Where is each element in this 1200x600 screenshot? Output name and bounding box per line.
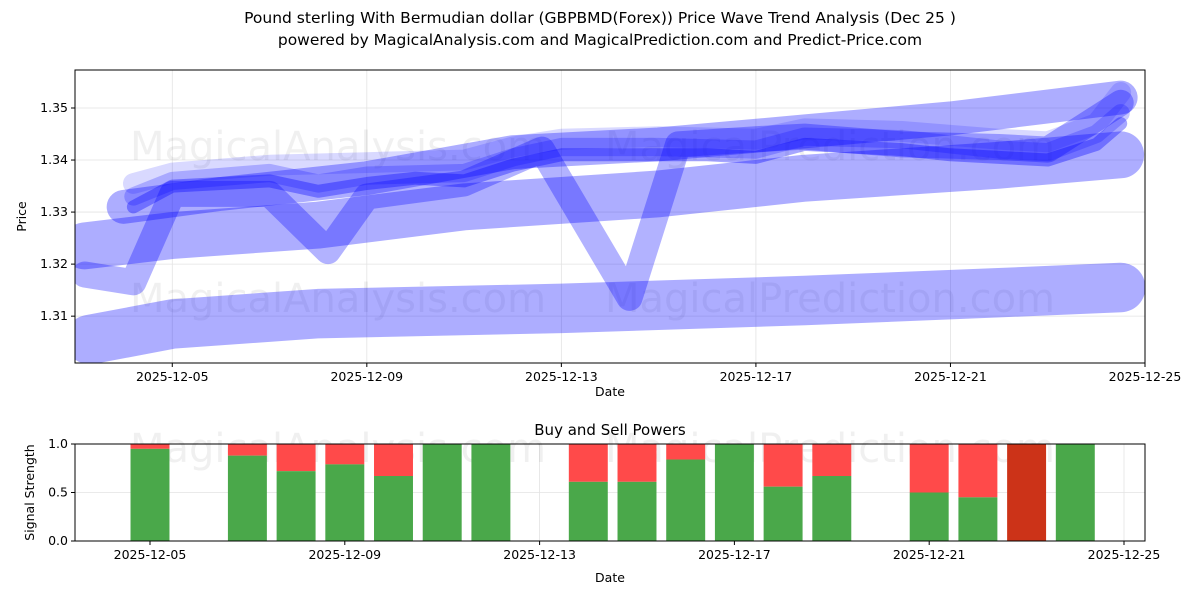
wave-wave-mid xyxy=(75,131,1145,270)
buy-power-bar xyxy=(1055,444,1095,541)
sell-power-bar xyxy=(568,444,608,482)
buy-power-bar xyxy=(958,497,998,541)
y-tick-label: 1.33 xyxy=(40,204,68,219)
strong-sell-bar xyxy=(1007,444,1047,541)
sell-power-bar xyxy=(666,444,706,460)
y-tick-label: 1.31 xyxy=(40,308,68,323)
sell-power-bar xyxy=(227,444,267,456)
sell-power-bar xyxy=(958,444,998,498)
buy-power-bar xyxy=(909,492,949,541)
wave-wave-core-2 xyxy=(124,104,1130,206)
x-tick-label: 2025-12-05 xyxy=(114,547,187,562)
buy-power-bar xyxy=(422,444,462,541)
plot-frame xyxy=(74,443,1146,542)
wave-series-group xyxy=(75,80,1145,363)
wave-wave-core-3 xyxy=(122,81,1132,194)
buy-power-bar xyxy=(763,486,803,541)
chart-title: Pound sterling With Bermudian dollar (GB… xyxy=(244,9,956,27)
x-tick-label: 2025-12-25 xyxy=(1088,547,1161,562)
wave-wave-high xyxy=(106,80,1138,224)
x-tick-label: 2025-12-17 xyxy=(698,547,771,562)
sell-power-bar xyxy=(909,444,949,493)
y-tick-label: 1.0 xyxy=(48,436,68,451)
y-tick-label: 0.0 xyxy=(48,533,68,548)
sell-power-bar xyxy=(325,444,365,465)
buy-power-bar xyxy=(666,459,706,541)
price-wave-chart: 2025-12-05 2025-12-09 2025-12-13 2025-12-17… xyxy=(14,69,1182,399)
x-tick-label: 2025-12-05 xyxy=(136,369,209,384)
buy-power-bar xyxy=(812,476,852,541)
watermark: MagicalPrediction.com xyxy=(605,276,1055,322)
buy-power-bar xyxy=(374,476,413,541)
x-tick-label: 2025-12-21 xyxy=(914,369,987,384)
x-tick-label: 2025-12-09 xyxy=(308,547,381,562)
watermark: MagicalAnalysis.com xyxy=(130,124,546,170)
y-axis-label: Price xyxy=(14,201,29,232)
y-tick-label: 1.32 xyxy=(40,256,68,271)
wave-wave-dip xyxy=(75,89,1134,311)
buy-power-bar xyxy=(227,455,267,541)
x-tick-label: 2025-12-17 xyxy=(720,369,793,384)
watermark: MagicalPrediction.com xyxy=(605,124,1055,170)
sell-power-bar xyxy=(130,444,170,449)
buy-sell-chart: 2025-12-05 2025-12-09 2025-12-13 2025-12-17… xyxy=(22,421,1160,585)
y-axis-label: Signal Strength xyxy=(22,444,37,540)
wave-wave-core-1 xyxy=(126,117,1128,214)
sell-power-bar xyxy=(763,444,803,487)
x-tick-label: 2025-12-13 xyxy=(525,369,598,384)
buy-power-bar xyxy=(617,481,657,541)
buy-power-bar xyxy=(471,444,511,541)
y-tick-label: 0.5 xyxy=(48,485,68,500)
buy-power-bar xyxy=(568,481,608,541)
x-tick-label: 2025-12-13 xyxy=(503,547,576,562)
sell-power-bar xyxy=(617,444,657,482)
x-axis-label: Date xyxy=(595,384,625,399)
buy-power-bar xyxy=(325,464,365,541)
y-tick-label: 1.34 xyxy=(40,152,68,167)
sell-power-bar xyxy=(276,444,316,472)
sell-power-bar xyxy=(812,444,852,477)
buy-power-bar xyxy=(130,448,170,541)
buy-power-bar xyxy=(714,444,754,541)
y-tick-label: 1.35 xyxy=(40,100,68,115)
wave-wave-low xyxy=(75,262,1145,363)
chart-subtitle: powered by MagicalAnalysis.com and Magic… xyxy=(277,31,923,49)
buy-power-bar xyxy=(276,471,316,541)
x-axis-label: Date xyxy=(595,570,625,585)
plot-frame xyxy=(74,69,1146,364)
watermark: MagicalAnalysis.com xyxy=(130,276,546,322)
subplot-title: Buy and Sell Powers xyxy=(534,421,686,439)
x-tick-label: 2025-12-09 xyxy=(330,369,403,384)
sell-power-bar xyxy=(374,444,413,477)
x-tick-label: 2025-12-25 xyxy=(1109,369,1182,384)
x-tick-label: 2025-12-21 xyxy=(893,547,966,562)
